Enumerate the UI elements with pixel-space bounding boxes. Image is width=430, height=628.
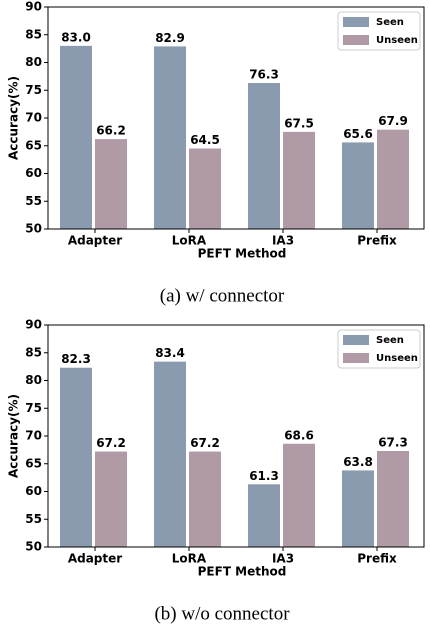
y-tick-label: 55 [25,512,42,526]
bar [342,470,374,547]
bar [377,450,409,547]
legend-swatch [343,335,369,345]
y-tick-label: 65 [25,456,42,470]
legend-label: Seen [376,17,404,28]
y-tick-label: 75 [25,83,42,97]
bar [248,83,280,229]
x-tick-label: Prefix [357,552,397,566]
bar [248,484,280,547]
y-tick-label: 90 [25,318,42,332]
y-tick-label: 50 [25,222,42,236]
bar [377,129,409,229]
data-label: 82.3 [61,352,91,366]
legend-swatch [343,353,369,363]
plot-frame [47,324,425,548]
y-tick-label: 65 [25,138,42,152]
data-label: 83.4 [155,346,185,360]
legend-swatch [343,35,369,45]
data-label: 67.3 [378,435,408,449]
y-tick-label: 90 [25,0,42,14]
y-tick-label: 55 [25,194,42,208]
y-tick-label: 70 [25,111,42,125]
bar [283,443,315,547]
x-tick-label: Prefix [357,234,397,248]
bar [189,451,221,547]
data-label: 63.8 [343,455,373,469]
y-tick-label: 80 [25,373,42,387]
data-label: 61.3 [249,469,279,483]
bar [95,139,127,229]
y-tick-label: 70 [25,429,42,443]
bar [342,142,374,229]
y-axis-label: Accuracy(%) [7,76,21,160]
x-tick-label: IA3 [272,234,294,248]
data-label: 67.2 [190,436,220,450]
data-label: 67.2 [96,436,126,450]
y-tick-label: 60 [25,166,42,180]
x-tick-label: Adapter [68,234,122,248]
y-tick-label: 85 [25,27,42,41]
caption: (b) w/o connector [154,603,290,624]
data-label: 67.9 [378,114,408,128]
y-tick-label: 75 [25,401,42,415]
data-label: 66.2 [96,124,126,138]
y-tick-label: 85 [25,345,42,359]
bar [60,367,92,547]
data-label: 64.5 [190,133,220,147]
data-label: 76.3 [249,68,279,82]
y-axis-label: Accuracy(%) [7,394,21,478]
x-tick-label: IA3 [272,552,294,566]
data-label: 83.0 [61,30,91,44]
legend-swatch [343,17,369,27]
x-axis-label: PEFT Method [198,565,287,579]
bar [154,361,186,547]
y-tick-label: 80 [25,55,42,69]
plot-frame [47,6,425,230]
x-tick-label: Adapter [68,552,122,566]
legend-label: Unseen [376,353,418,364]
bar [95,451,127,547]
y-tick-label: 50 [25,540,42,554]
caption: (a) w/ connector [160,285,285,306]
x-axis-label: PEFT Method [198,247,287,261]
y-tick-label: 60 [25,484,42,498]
data-label: 68.6 [284,428,314,442]
bar [189,148,221,229]
data-label: 67.5 [284,116,314,130]
legend-label: Unseen [376,35,418,46]
bar [283,131,315,229]
legend-label: Seen [376,335,404,346]
data-label: 82.9 [155,31,185,45]
data-label: 65.6 [343,127,373,141]
x-tick-label: LoRA [172,234,207,248]
x-tick-label: LoRA [172,552,207,566]
bar [154,46,186,229]
bar [60,45,92,229]
